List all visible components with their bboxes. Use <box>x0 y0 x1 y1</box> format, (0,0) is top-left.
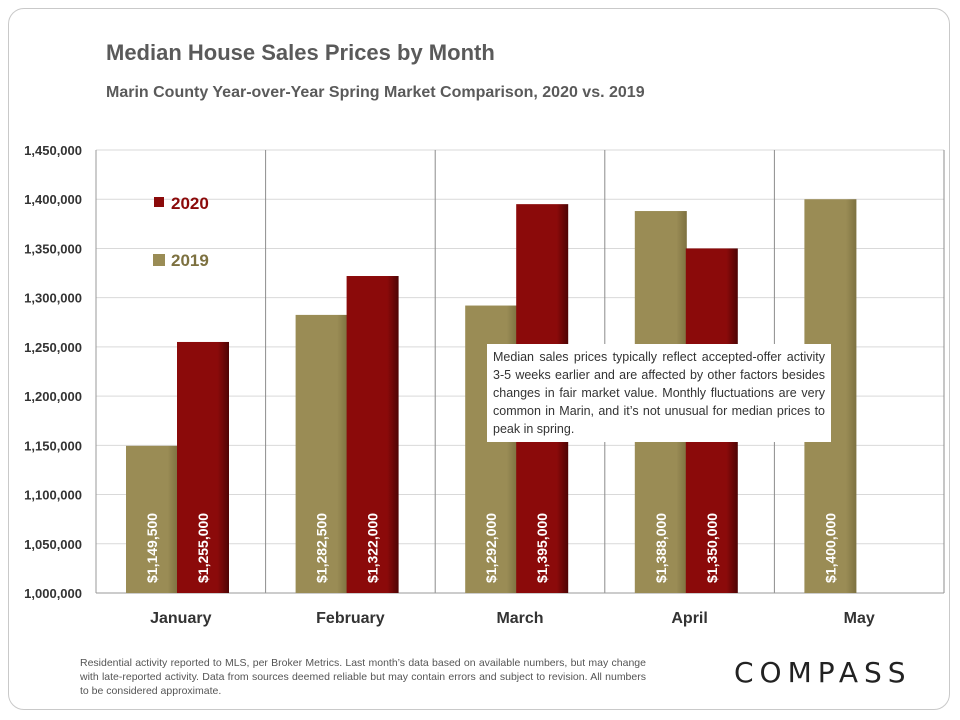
bar-value-label: $1,149,500 <box>144 513 160 583</box>
x-tick-label: February <box>316 610 385 627</box>
chart-subtitle: Marin County Year-over-Year Spring Marke… <box>106 84 645 101</box>
footer-disclaimer: Residential activity reported to MLS, pe… <box>80 657 646 697</box>
bar-value-label: $1,292,000 <box>483 513 499 583</box>
y-tick-label: 1,100,000 <box>24 488 82 503</box>
y-tick-label: 1,350,000 <box>24 241 82 256</box>
compass-logo: COMPASS <box>734 656 912 689</box>
slide-frame <box>8 8 950 710</box>
x-tick-label: April <box>671 610 707 627</box>
x-tick-label: March <box>496 610 543 627</box>
bar-2020-february <box>346 276 399 593</box>
legend-swatch-2019 <box>153 254 165 266</box>
bar-value-label: $1,388,000 <box>653 513 669 583</box>
y-tick-label: 1,400,000 <box>24 192 82 207</box>
bar-value-label: $1,395,000 <box>534 513 550 583</box>
bar-value-label: $1,282,500 <box>314 513 330 583</box>
x-tick-label: May <box>844 610 875 627</box>
legend-label-2019: 2019 <box>171 251 209 270</box>
legend-label-2020: 2020 <box>171 194 209 213</box>
y-tick-label: 1,450,000 <box>24 143 82 158</box>
y-tick-label: 1,200,000 <box>24 389 82 404</box>
bar-value-label: $1,255,000 <box>195 513 211 583</box>
y-tick-label: 1,250,000 <box>24 340 82 355</box>
y-tick-label: 1,000,000 <box>24 586 82 601</box>
chart-title: Median House Sales Prices by Month <box>106 40 495 65</box>
y-tick-label: 1,050,000 <box>24 537 82 552</box>
x-tick-label: January <box>150 610 211 627</box>
bar-2019-february <box>295 314 348 593</box>
annotation-box: Median sales prices typically reflect ac… <box>487 344 831 442</box>
legend-swatch-2020 <box>154 197 164 207</box>
bar-value-label: $1,400,000 <box>822 513 838 583</box>
y-tick-label: 1,300,000 <box>24 291 82 306</box>
bar-2020-january <box>177 341 229 593</box>
bar-value-label: $1,322,000 <box>365 513 381 583</box>
bar-value-label: $1,350,000 <box>704 513 720 583</box>
bar-2019-january <box>126 445 178 593</box>
y-tick-label: 1,150,000 <box>24 438 82 453</box>
